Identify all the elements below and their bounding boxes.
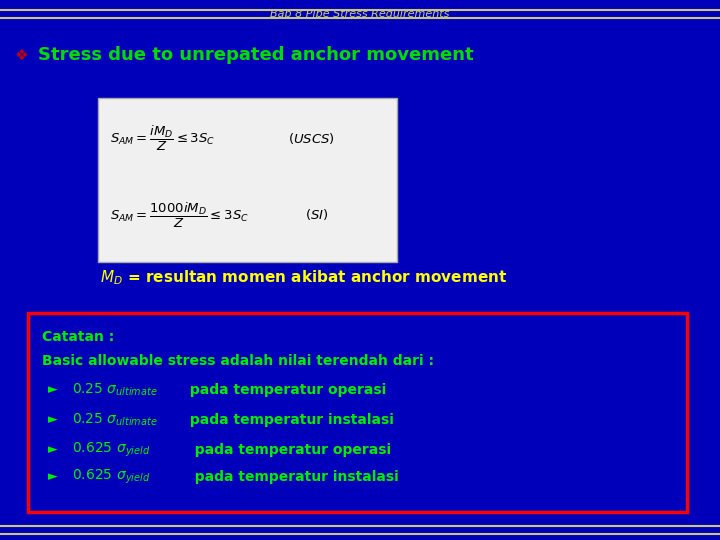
Text: $(USCS)$: $(USCS)$: [288, 131, 335, 145]
Text: ❖: ❖: [15, 48, 29, 63]
Text: $S_{AM} = \dfrac{1000iM_D}{Z} \leq 3S_C$: $S_{AM} = \dfrac{1000iM_D}{Z} \leq 3S_C$: [110, 200, 249, 230]
Text: Basic allowable stress adalah nilai terendah dari :: Basic allowable stress adalah nilai tere…: [42, 354, 434, 368]
Text: $0.25\ \sigma_{ultimate}$: $0.25\ \sigma_{ultimate}$: [72, 412, 158, 428]
Text: $0.25\ \sigma_{ultimate}$: $0.25\ \sigma_{ultimate}$: [72, 382, 158, 398]
Text: pada temperatur operasi: pada temperatur operasi: [185, 443, 391, 457]
Text: Bab 8 Pipe Stress Requirements: Bab 8 Pipe Stress Requirements: [270, 9, 450, 19]
Text: ►: ►: [48, 470, 58, 483]
Text: ►: ►: [48, 383, 58, 396]
FancyBboxPatch shape: [98, 98, 397, 262]
Text: $0.625\ \sigma_{yield}$: $0.625\ \sigma_{yield}$: [72, 441, 150, 459]
Text: $0.625\ \sigma_{yield}$: $0.625\ \sigma_{yield}$: [72, 468, 150, 486]
Text: pada temperatur instalasi: pada temperatur instalasi: [185, 470, 399, 484]
Text: $S_{AM} = \dfrac{iM_D}{Z} \leq 3S_C$: $S_{AM} = \dfrac{iM_D}{Z} \leq 3S_C$: [110, 123, 215, 153]
Text: ►: ►: [48, 443, 58, 456]
FancyBboxPatch shape: [28, 313, 687, 512]
Text: Catatan :: Catatan :: [42, 330, 114, 344]
Text: $M_D$ = resultan momen akibat anchor movement: $M_D$ = resultan momen akibat anchor mov…: [100, 268, 508, 287]
Text: pada temperatur instalasi: pada temperatur instalasi: [185, 413, 394, 427]
Text: pada temperatur operasi: pada temperatur operasi: [185, 383, 386, 397]
Text: Stress due to unrepated anchor movement: Stress due to unrepated anchor movement: [38, 46, 474, 64]
Text: $(SI)$: $(SI)$: [305, 207, 328, 222]
Text: ►: ►: [48, 414, 58, 427]
